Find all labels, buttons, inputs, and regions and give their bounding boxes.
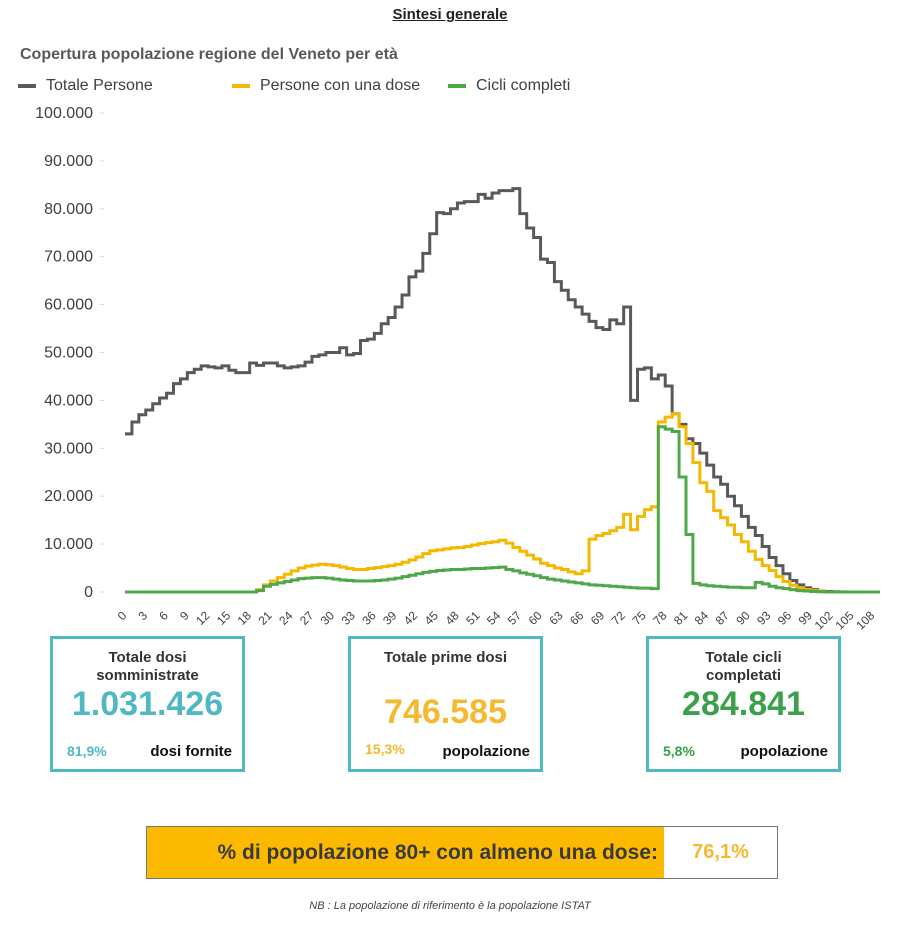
y-tick-label: 50.000	[44, 345, 93, 362]
x-tick-label: 102	[812, 608, 836, 632]
box-prime-dosi: Totale prime dosi 746.585 15,3% popolazi…	[348, 636, 543, 772]
y-tick-label: 20.000	[44, 488, 93, 505]
footnote: NB : La popolazione di riferimento è la …	[309, 900, 591, 912]
box-cicli-completati: Totale cicli completati 284.841 5,8% popo…	[646, 636, 841, 772]
x-tick-label: 15	[214, 608, 234, 628]
x-tick-label: 39	[380, 608, 400, 628]
legend-label: Persone con una dose	[260, 77, 421, 94]
y-tick-label: 80.000	[44, 201, 93, 218]
box-title: Totale dosi somministrate	[96, 649, 199, 684]
x-tick-label: 84	[692, 608, 712, 628]
x-tick-label: 78	[650, 608, 670, 628]
banner-label: % di popolazione 80+ con almeno una dose…	[147, 827, 664, 878]
page-title: Sintesi generale	[392, 6, 508, 23]
x-tick-label: 63	[546, 608, 566, 628]
x-tick-label: 81	[671, 608, 691, 628]
x-tick-label: 105	[833, 608, 857, 632]
x-tick-label: 108	[853, 608, 877, 632]
x-tick-label: 0	[115, 608, 130, 623]
x-tick-label: 60	[526, 608, 546, 628]
x-tick-label: 36	[359, 608, 379, 628]
y-tick-label: 70.000	[44, 249, 93, 266]
y-tick-label: 10.000	[44, 536, 93, 553]
x-tick-label: 21	[255, 608, 275, 628]
x-tick-label: 57	[505, 608, 525, 628]
legend-label: Cicli completi	[476, 77, 571, 94]
x-tick-label: 69	[588, 608, 608, 628]
x-tick-label: 6	[156, 608, 171, 623]
x-tick-label: 72	[609, 608, 629, 628]
x-tick-label: 27	[297, 608, 317, 628]
y-tick-label: 40.000	[44, 392, 93, 409]
box-pct: 15,3%	[365, 741, 405, 757]
box-pct: 5,8%	[663, 743, 695, 759]
box-value: 746.585	[384, 693, 507, 731]
legend-item-totale: Totale Persone	[18, 77, 153, 95]
x-tick-label: 51	[463, 608, 483, 628]
box-desc: dosi fornite	[150, 743, 232, 760]
x-tick-label: 93	[754, 608, 774, 628]
x-tick-label: 45	[422, 608, 442, 628]
x-tick-label: 30	[318, 608, 338, 628]
x-tick-label: 48	[442, 608, 462, 628]
legend-item-cicli: Cicli completi	[448, 77, 570, 95]
x-tick-label: 54	[484, 608, 504, 628]
box-desc: popolazione	[740, 743, 829, 760]
x-tick-label: 87	[713, 608, 733, 628]
legend-label: Totale Persone	[46, 77, 153, 94]
x-tick-label: 3	[135, 608, 150, 623]
x-tick-label: 66	[567, 608, 587, 628]
box-title: Totale prime dosi	[383, 649, 508, 666]
x-tick-label: 24	[276, 608, 296, 628]
x-tick-label: 99	[796, 608, 816, 628]
banner-80plus: % di popolazione 80+ con almeno una dose…	[146, 826, 778, 879]
box-value: 1.031.426	[71, 685, 224, 723]
y-tick-label: 60.000	[44, 297, 93, 314]
legend-swatch-una-dose-icon	[232, 84, 250, 88]
box-desc: popolazione	[442, 743, 531, 760]
coverage-chart: 0 10.000 20.000 30.000 40.000 50.000 60.000 70.…	[35, 105, 880, 633]
banner-value: 76,1%	[692, 841, 749, 863]
x-tick-label: 18	[235, 608, 255, 628]
legend-swatch-totale-icon	[18, 84, 36, 88]
x-tick-label: 33	[339, 608, 359, 628]
series-line-cicli-completi	[125, 425, 880, 594]
x-tick-label: 90	[733, 608, 753, 628]
box-pct: 81,9%	[67, 743, 107, 759]
box-dosi-somministrate: Totale dosi somministrate 1.031.426 81,9%…	[50, 636, 245, 772]
chart-title: Copertura popolazione regione del Veneto…	[20, 46, 398, 63]
y-tick-label: 0	[84, 584, 93, 601]
x-tick-label: 9	[177, 608, 192, 623]
y-tick-label: 100.000	[35, 105, 93, 122]
y-tick-label: 30.000	[44, 440, 93, 457]
series-line-totale-persone	[125, 187, 880, 594]
x-tick-label: 75	[629, 608, 649, 628]
box-value: 284.841	[682, 685, 805, 723]
legend-swatch-cicli-icon	[448, 84, 466, 88]
legend-item-una-dose: Persone con una dose	[232, 77, 420, 95]
series-line-persone-con-una-dose	[125, 412, 880, 594]
box-title: Totale cicli completati	[705, 649, 782, 684]
y-tick-label: 90.000	[44, 153, 93, 170]
x-tick-label: 96	[775, 608, 795, 628]
x-tick-label: 12	[193, 608, 213, 628]
x-tick-label: 42	[401, 608, 421, 628]
